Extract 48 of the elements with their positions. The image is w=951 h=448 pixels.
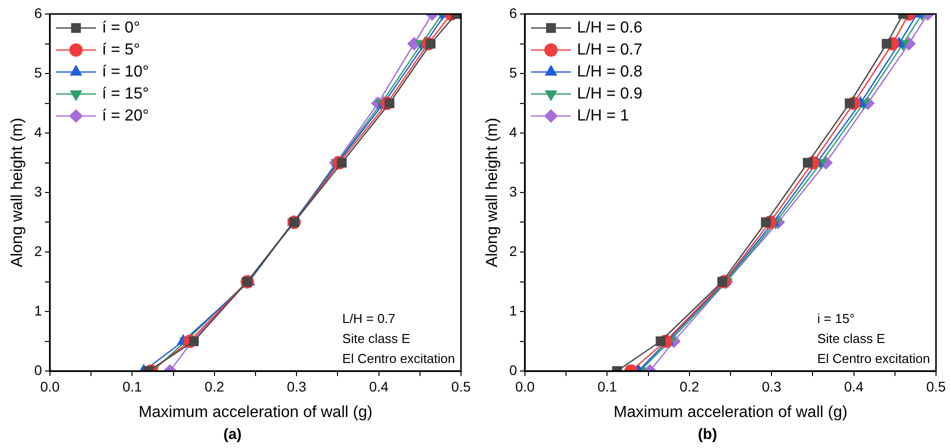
legend-label: L/H = 1: [576, 107, 630, 124]
legend-label: í = 10°: [102, 63, 149, 80]
annotation: i = 15°: [817, 311, 855, 326]
legend-label: í = 0°: [102, 19, 140, 36]
y-tick-label: 0: [509, 362, 518, 378]
y-tick-label: 4: [509, 124, 518, 140]
y-tick-label: 2: [34, 242, 42, 259]
x-tick-label: 0.1: [597, 378, 618, 394]
text: (b): [698, 426, 718, 444]
legend-label: L/H = 0.8: [576, 63, 642, 80]
x-tick-label: 0.5: [451, 378, 471, 394]
x-tick-label: 0.3: [286, 378, 307, 394]
x-tick-label: 0.3: [762, 378, 782, 394]
legend-label: í = 5°: [102, 41, 140, 58]
y-tick-label: 5: [509, 64, 518, 80]
annotation: Site class E: [817, 331, 886, 346]
y-tick-label: 4: [34, 124, 42, 140]
annotation: Site class E: [342, 331, 411, 346]
legend-label: í = 15°: [102, 85, 149, 102]
x-tick-label: 0.4: [844, 378, 864, 394]
y-tick-label: 6: [34, 4, 42, 21]
y-axis-title: Along wall height (m): [9, 118, 26, 268]
y-axis-title: Along wall height (m): [484, 118, 502, 268]
y-tick-label: 0: [34, 362, 42, 378]
x-tick-label: 0.5: [926, 378, 946, 394]
y-tick-label: 1: [34, 302, 42, 318]
x-axis-title: Maximum acceleration of wall (g): [614, 404, 848, 421]
y-tick-label: 3: [509, 183, 518, 200]
y-tick-label: 5: [34, 64, 42, 80]
annotation: L/H = 0.7: [342, 311, 396, 326]
y-tick-label: 1: [509, 302, 518, 318]
legend-label: L/H = 0.9: [576, 85, 642, 102]
annotation: El Centro excitation: [817, 351, 930, 366]
legend-label: L/H = 0.7: [576, 41, 642, 58]
x-tick-label: 0.4: [369, 378, 389, 394]
annotation: El Centro excitation: [342, 351, 456, 366]
x-tick-label: 0.2: [204, 378, 224, 394]
x-axis-title: Maximum acceleration of wall (g): [138, 404, 372, 421]
x-tick-label: 0.1: [122, 378, 142, 394]
x-tick-label: 0.0: [515, 378, 535, 394]
y-tick-label: 2: [509, 242, 518, 259]
text: (a): [223, 426, 242, 444]
x-tick-label: 0.2: [680, 378, 700, 394]
y-tick-label: 6: [509, 4, 518, 21]
legend-label: í = 20°: [102, 107, 149, 124]
legend-label: L/H = 0.6: [576, 19, 642, 36]
x-tick-label: 0.0: [40, 378, 60, 394]
y-tick-label: 3: [34, 183, 42, 200]
